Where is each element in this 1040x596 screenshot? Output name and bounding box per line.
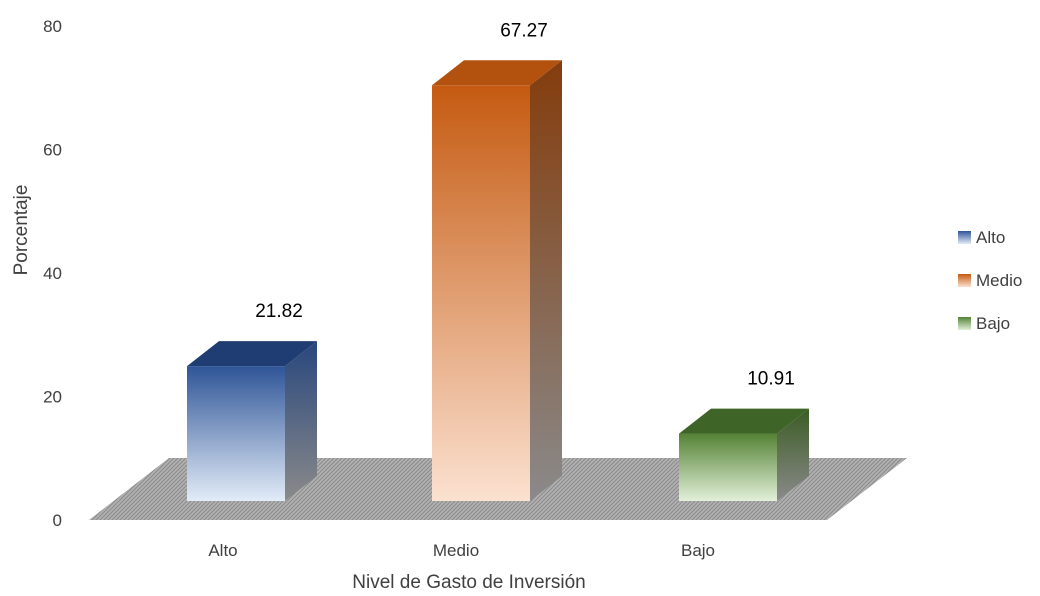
legend-label-alto: Alto (976, 228, 1005, 247)
y-axis-ticks: 0 20 40 60 80 (43, 17, 62, 530)
legend-swatch-bajo (958, 317, 971, 330)
bar-top-face (432, 60, 562, 86)
legend-label-medio: Medio (976, 271, 1022, 290)
y-tick-label: 60 (43, 141, 62, 160)
bar-side-face (530, 60, 562, 502)
bar-front-face (679, 433, 777, 501)
bar-side-face (285, 341, 317, 501)
bar-top-face (679, 408, 809, 434)
x-tick-label-bajo: Bajo (681, 541, 715, 560)
bar-front-face (187, 366, 285, 501)
y-axis-title: Porcentaje (11, 185, 32, 276)
y-tick-label: 20 (43, 388, 62, 407)
legend-label-bajo: Bajo (976, 314, 1010, 333)
data-label-medio: 67.27 (500, 20, 548, 41)
bar-alto (187, 341, 317, 501)
x-axis-title: Nivel de Gasto de Inversión (352, 572, 585, 593)
legend-swatch-alto (958, 231, 971, 244)
y-tick-label: 40 (43, 264, 62, 283)
legend-swatch-medio (958, 274, 971, 287)
y-tick-label: 80 (43, 17, 62, 36)
bars-group (187, 60, 809, 502)
y-tick-label: 0 (53, 511, 62, 530)
bar-bajo (679, 408, 809, 501)
legend: Alto Medio Bajo (958, 228, 1022, 333)
bar-medio (432, 60, 562, 502)
data-labels-group: 21.82 67.27 10.91 (255, 20, 795, 389)
data-label-bajo: 10.91 (747, 369, 795, 390)
bar-side-face (777, 408, 809, 501)
x-axis-ticks: Alto Medio Bajo (208, 541, 715, 560)
bar-front-face (432, 85, 530, 502)
data-label-alto: 21.82 (255, 301, 303, 322)
x-tick-label-medio: Medio (433, 541, 479, 560)
bar-top-face (187, 341, 317, 367)
x-tick-label-alto: Alto (208, 541, 237, 560)
